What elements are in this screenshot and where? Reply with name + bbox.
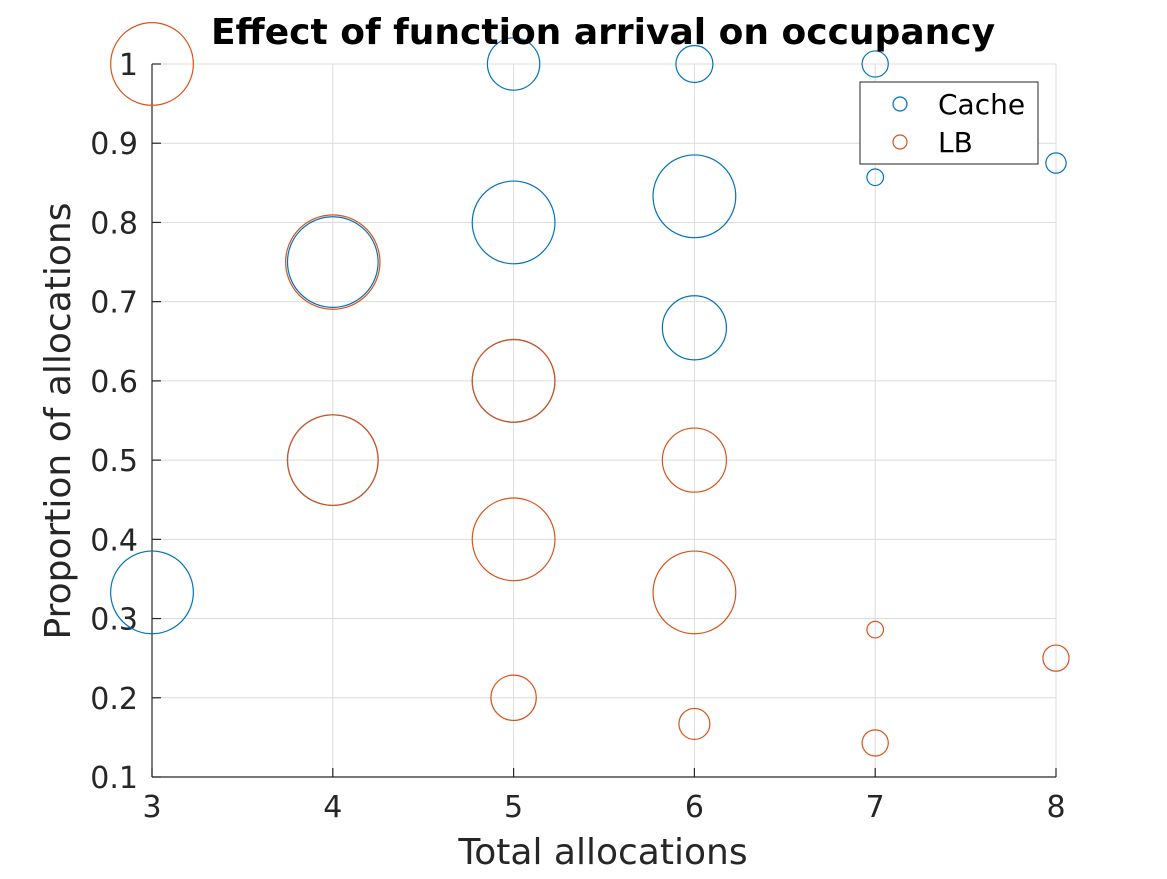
x-axis-label: Total allocations (457, 832, 747, 873)
lb-bubble (110, 22, 194, 106)
axes (151, 63, 1057, 778)
cache-bubble (110, 550, 194, 635)
cache-bubble (1045, 152, 1067, 174)
y-tick-label: 0.5 (90, 444, 138, 479)
x-tick-label: 5 (504, 790, 523, 825)
x-tick-label: 3 (142, 790, 161, 825)
legend-lb-marker (892, 134, 908, 150)
lb-bubble (286, 414, 379, 507)
y-tick-label: 0.8 (90, 206, 138, 241)
x-tick-label: 6 (685, 790, 704, 825)
lb-bubble (490, 674, 537, 722)
lb-bubble (1042, 644, 1070, 672)
cache-bubble (866, 168, 885, 187)
lb-bubble (471, 497, 556, 582)
cache-bubble (652, 154, 737, 239)
lb-bubble (661, 427, 728, 493)
lb-bubble (678, 707, 711, 740)
cache-bubble (471, 180, 556, 265)
y-tick-label: 1 (119, 48, 138, 83)
lb-bubble (471, 338, 556, 423)
legend-cache-label: Cache (938, 88, 1025, 121)
chart-title: Effect of function arrival on occupancy (211, 12, 995, 53)
x-tick-label: 8 (1046, 790, 1065, 825)
y-axis-label: Proportion of allocations (38, 203, 79, 640)
y-tick-label: 0.4 (90, 523, 138, 558)
cache-bubble (861, 50, 889, 78)
tick-labels: 3 4 5 6 7 80.10.20.30.40.50.60.70.80.91 (90, 48, 1065, 825)
y-tick-label: 0.2 (90, 682, 138, 717)
y-tick-label: 0.9 (90, 127, 138, 162)
cache-bubble (675, 44, 714, 84)
cache-bubble (286, 216, 379, 308)
cache-bubble (661, 295, 728, 361)
y-tick-label: 0.6 (90, 365, 138, 400)
x-tick-label: 7 (866, 790, 885, 825)
y-tick-label: 0.1 (90, 761, 138, 796)
data-marks (110, 22, 1070, 757)
legend-box (859, 81, 1039, 165)
x-tick-label: 4 (323, 790, 342, 825)
legend-cache-marker (892, 96, 908, 112)
lb-bubble (861, 729, 889, 757)
lb-bubble (866, 620, 885, 639)
grid (151, 63, 1057, 778)
legend: Cache LB (859, 81, 1039, 165)
lb-bubble (285, 214, 381, 310)
y-tick-label: 0.7 (90, 286, 138, 321)
lb-bubble (652, 550, 737, 635)
legend-lb-label: LB (938, 126, 973, 159)
cache-bubble (486, 37, 541, 91)
